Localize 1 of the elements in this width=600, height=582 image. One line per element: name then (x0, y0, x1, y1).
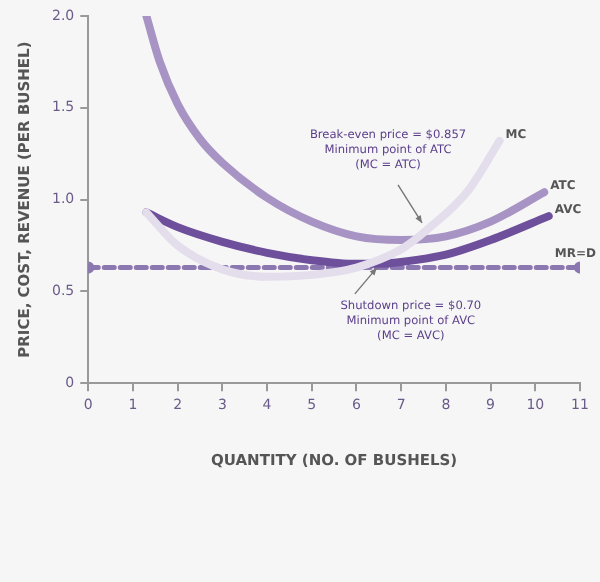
line-series (142, 16, 549, 244)
